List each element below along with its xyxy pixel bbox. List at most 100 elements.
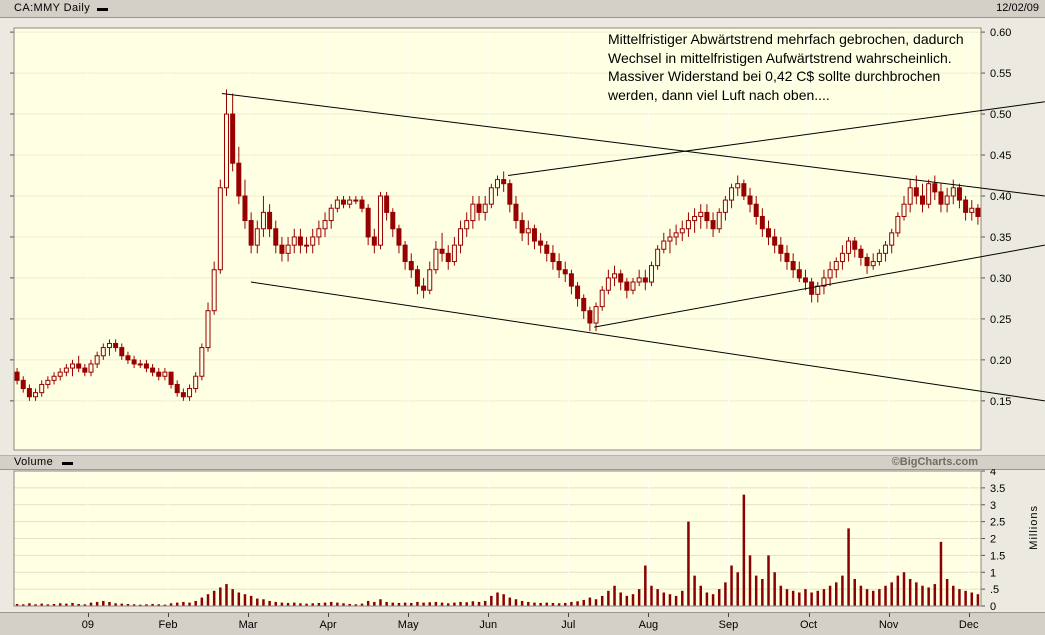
volume-bar (280, 602, 284, 606)
candle-body (316, 228, 322, 238)
volume-bar (533, 602, 536, 606)
volume-axis-label: 1.5 (990, 550, 1005, 562)
volume-bar (139, 604, 142, 606)
candle-body (285, 244, 291, 254)
candle-body (815, 285, 821, 295)
price-axis-label: 0.30 (990, 273, 1011, 285)
volume-bar (625, 595, 629, 606)
volume-bar (360, 603, 364, 606)
volume-bar (668, 594, 672, 606)
volume-bar (841, 575, 844, 606)
candle-body (371, 236, 377, 246)
volume-bar (687, 521, 690, 606)
volume-bar (822, 589, 826, 606)
volume-bar (693, 575, 696, 606)
candle-body (673, 232, 679, 238)
volume-bar (754, 575, 758, 606)
candle-body (692, 215, 698, 222)
volume-bar (348, 603, 351, 606)
volume-bar (126, 603, 130, 606)
volume-bar (637, 589, 641, 606)
candle-body (458, 228, 464, 246)
candle-body (698, 211, 704, 217)
candle-body (513, 203, 519, 222)
volume-bar (354, 604, 358, 606)
candle-body (562, 269, 568, 275)
candle-body (291, 236, 297, 246)
volume-bar (477, 601, 481, 606)
price-axis-label: 0.55 (990, 68, 1011, 80)
candle-body (180, 392, 186, 398)
candle-body (876, 252, 882, 263)
volume-bar (761, 579, 764, 606)
volume-bar (890, 582, 893, 606)
candle-body (605, 277, 611, 291)
volume-bar (520, 600, 524, 606)
candle-body (802, 277, 808, 283)
candle-body (858, 248, 864, 258)
candle-body (125, 355, 131, 361)
month-tick (328, 613, 330, 617)
volume-bar (440, 602, 444, 606)
price-axis-label: 0.25 (990, 314, 1011, 326)
candle-body (174, 383, 180, 394)
candle-body (100, 347, 106, 357)
volume-bar (46, 604, 50, 606)
candle-body (883, 244, 889, 254)
candle-body (568, 273, 574, 287)
volume-bar (102, 600, 105, 606)
candle-body (710, 220, 716, 230)
candle-body (661, 240, 667, 250)
candle-body (33, 392, 39, 398)
candle-body (747, 195, 753, 205)
candle-body (926, 183, 932, 205)
volume-bar (151, 603, 154, 606)
volume-bar (434, 601, 438, 606)
volume-bar (724, 582, 727, 606)
candle-body (556, 261, 562, 271)
candle-body (279, 244, 285, 254)
volume-bar (810, 592, 813, 606)
month-label: Jul (561, 619, 576, 631)
candle-body (919, 195, 925, 205)
volume-bar (594, 599, 598, 606)
candle-body (236, 162, 242, 197)
candle-body (889, 232, 895, 246)
candle-body (248, 220, 254, 246)
candle-body (716, 211, 722, 230)
volume-bar (206, 594, 210, 606)
volume-bar (169, 603, 173, 606)
candle-body (778, 244, 784, 254)
candle-body (864, 256, 870, 267)
volume-bar (896, 575, 900, 606)
candle-body (655, 248, 661, 267)
volume-bar (804, 589, 807, 606)
candle-body (193, 375, 199, 390)
volume-bar (249, 595, 253, 606)
candle-body (495, 179, 500, 189)
volume-axis-label: 3 (990, 500, 996, 512)
volume-bar (446, 603, 450, 606)
candle-body (550, 252, 556, 263)
volume-bar (58, 603, 62, 606)
volume-axis-label: 2 (990, 534, 996, 546)
volume-bar (175, 602, 179, 606)
month-label: May (397, 619, 419, 631)
candle-body (421, 285, 427, 291)
volume-bar (631, 594, 635, 606)
volume-bar (212, 590, 216, 606)
month-label: Oct (799, 619, 818, 631)
volume-bar (323, 602, 327, 606)
candle-body (950, 187, 956, 197)
volume-bar (656, 589, 659, 606)
volume-bar (403, 602, 407, 606)
volume-bar (40, 603, 43, 606)
volume-bar (607, 590, 610, 606)
candle-body (753, 203, 759, 217)
candle-body (322, 220, 328, 230)
volume-bar (77, 603, 80, 606)
candle-body (685, 220, 691, 230)
volume-bar (717, 589, 721, 606)
candle-body (790, 261, 796, 271)
